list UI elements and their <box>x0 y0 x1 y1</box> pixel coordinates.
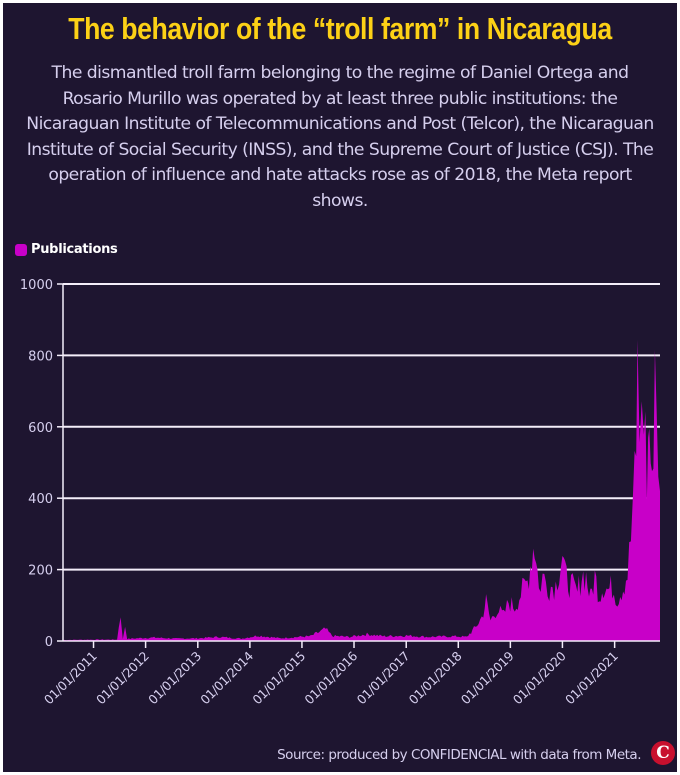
y-tick-label: 800 <box>28 349 53 364</box>
x-tick-label: 01/01/2016 <box>301 648 360 707</box>
chart-frame: The behavior of the “troll farm” in Nica… <box>3 3 677 772</box>
chart-subtitle: The dismantled troll farm belonging to t… <box>26 63 654 211</box>
x-tick-label: 01/01/2021 <box>562 649 621 708</box>
y-tick-label: 1000 <box>20 278 53 293</box>
y-tick-label: 600 <box>28 421 53 436</box>
x-tick-label: 01/01/2012 <box>93 649 152 708</box>
x-tick-label: 01/01/2011 <box>41 649 100 708</box>
publications-area <box>63 339 660 641</box>
y-tick-label: 200 <box>28 564 53 579</box>
x-tick-label: 01/01/2019 <box>458 648 517 707</box>
confidencial-logo: C <box>651 741 675 765</box>
x-tick-label: 01/01/2018 <box>406 648 465 707</box>
x-tick-label: 01/01/2015 <box>249 649 308 708</box>
y-tick-label: 400 <box>28 492 53 507</box>
legend: Publications <box>15 242 118 257</box>
x-tick-label: 01/01/2013 <box>145 649 204 708</box>
x-tick-label: 01/01/2017 <box>354 649 413 708</box>
y-tick-label: 0 <box>45 635 53 650</box>
legend-swatch <box>15 243 27 256</box>
legend-label: Publications <box>31 242 118 257</box>
x-tick-label: 01/01/2014 <box>197 648 256 707</box>
chart-title: The behavior of the “troll farm” in Nica… <box>68 11 612 46</box>
source-note: Source: produced by CONFIDENCIAL with da… <box>277 747 641 763</box>
x-tick-label: 01/01/2020 <box>510 648 569 707</box>
